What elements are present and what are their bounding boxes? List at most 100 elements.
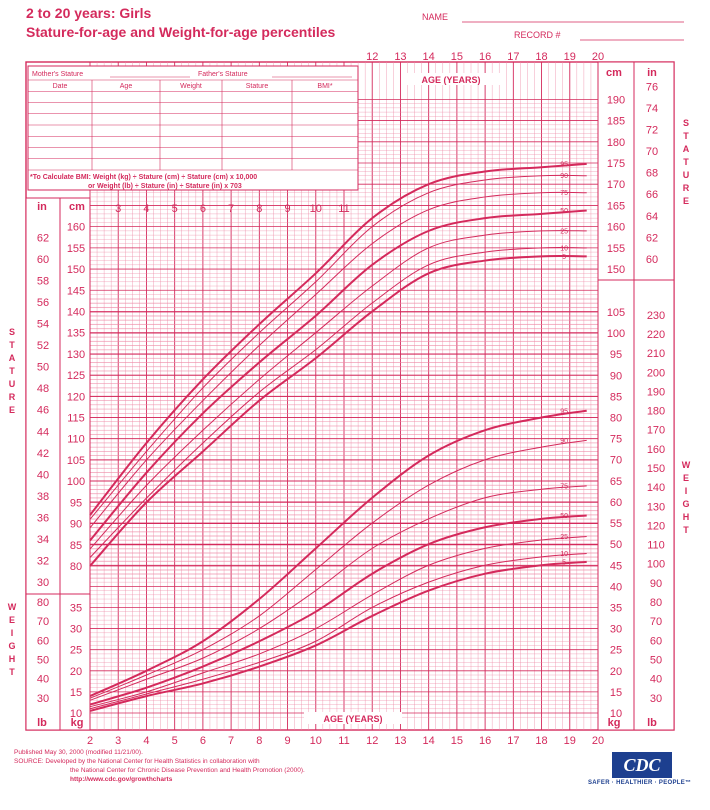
weight-axis-title-right: E [683, 473, 689, 483]
weight-kg-tick-right: 25 [610, 645, 622, 657]
weight-kg-tick-right: 55 [610, 518, 622, 530]
x-tick-label-top: 20 [592, 51, 604, 63]
weight-axis-title-right: T [683, 525, 689, 535]
x-tick-label-bottom: 18 [535, 735, 547, 747]
stature-in-tick-right: 74 [646, 103, 658, 115]
x-tick-label-bottom: 17 [507, 735, 519, 747]
stature-percentile-label-p5: 5 [562, 254, 566, 261]
stature-cm-tick-right: 165 [607, 200, 625, 212]
stature-cm-tick-left: 90 [70, 519, 82, 531]
weight-percentile-curve-p90 [89, 439, 587, 699]
stature-cm-tick-right: 160 [607, 222, 625, 234]
stature-cm-tick-left: 105 [67, 455, 85, 467]
weight-axis-title-left: W [8, 602, 17, 612]
weight-axis-title-right: G [682, 499, 689, 509]
weight-kg-tick-right: 30 [610, 624, 622, 636]
weight-kg-tick-left: 15 [70, 687, 82, 699]
stature-in-tick-left: 38 [37, 491, 49, 503]
x-tick-label-bottom: 19 [564, 735, 576, 747]
weight-percentile-label-p10: 10 [560, 551, 568, 558]
weight-kg-tick-right: 50 [610, 539, 622, 551]
weight-kg-tick-left: 10 [70, 708, 82, 720]
stature-axis-title-left: R [9, 392, 16, 402]
weight-kg-tick-right: 10 [610, 708, 622, 720]
stature-in-tick-left: 40 [37, 469, 49, 481]
weight-kg-tick-left: 25 [70, 645, 82, 657]
weight-axis-title-left: E [9, 615, 15, 625]
unit-label-lb-right: lb [647, 717, 657, 729]
footer-source: SOURCE: Developed by the National Center… [14, 758, 260, 765]
x-tick-label-mid: 6 [200, 203, 206, 215]
weight-lb-tick-right: 150 [647, 463, 665, 475]
weight-percentile-curve-p5 [89, 560, 587, 712]
stature-cm-tick-left: 150 [67, 264, 85, 276]
stature-in-tick-right: 68 [646, 168, 658, 180]
weight-lb-tick-right: 140 [647, 482, 665, 494]
unit-label-kg-right: kg [608, 717, 621, 729]
weight-kg-tick-right: 75 [610, 434, 622, 446]
stature-cm-tick-left: 110 [67, 434, 85, 446]
stature-in-tick-right: 64 [646, 211, 658, 223]
stature-axis-title-right: T [683, 157, 689, 167]
x-tick-label-bottom: 12 [366, 735, 378, 747]
record-table-columns: Date Age Weight Stature BMI* [28, 79, 358, 171]
weight-lb-tick-left: 30 [37, 693, 49, 705]
weight-kg-tick-right: 40 [610, 581, 622, 593]
weight-lb-tick-right: 180 [647, 406, 665, 418]
stature-in-tick-left: 44 [37, 426, 49, 438]
weight-lb-tick-right: 170 [647, 425, 665, 437]
footer-url[interactable]: http://www.cdc.gov/growthcharts [70, 776, 173, 783]
x-tick-label-mid: 4 [143, 203, 149, 215]
weight-axis-title-left: T [9, 667, 15, 677]
x-tick-label-mid: 9 [284, 203, 290, 215]
weight-lb-tick-right: 190 [647, 386, 665, 398]
weight-lb-tick-right: 60 [650, 635, 662, 647]
unit-label-in-right: in [647, 67, 657, 79]
weight-kg-tick-left: 20 [70, 666, 82, 678]
weight-kg-tick-right: 45 [610, 560, 622, 572]
weight-lb-tick-right: 40 [650, 674, 662, 686]
unit-label-cm-left: cm [69, 201, 85, 213]
right-axis-panel [597, 61, 675, 731]
weight-kg-tick-right: 60 [610, 497, 622, 509]
stature-cm-tick-left: 100 [67, 476, 85, 488]
x-tick-label-bottom: 5 [172, 735, 178, 747]
stature-in-tick-right: 70 [646, 146, 658, 158]
fathers-stature-label: Father's Stature [198, 71, 248, 78]
stature-cm-tick-left: 130 [67, 349, 85, 361]
stature-percentile-curve-p90 [89, 174, 587, 520]
weight-axis-title-right: I [685, 486, 688, 496]
stature-in-tick-right: 72 [646, 125, 658, 137]
x-tick-label-mid: 11 [338, 203, 349, 215]
stature-percentile-curve-p50 [89, 209, 587, 542]
stature-cm-tick-left: 120 [67, 391, 85, 403]
cdc-logo: CDC [612, 752, 672, 778]
stature-percentile-curve-p75 [89, 191, 587, 529]
stature-cm-tick-right: 175 [607, 158, 625, 170]
weight-percentile-curve-p10 [89, 552, 587, 710]
stature-cm-tick-right: 155 [607, 243, 625, 255]
stature-cm-tick-left: 115 [67, 413, 85, 425]
weight-axis-title-right: H [683, 512, 690, 522]
stature-cm-tick-right: 185 [607, 116, 625, 128]
stature-percentile-label-p50: 50 [560, 208, 568, 215]
stature-in-tick-left: 48 [37, 383, 49, 395]
weight-lb-tick-right: 50 [650, 654, 662, 666]
stature-in-tick-left: 36 [37, 512, 49, 524]
x-tick-label-bottom: 3 [115, 735, 121, 747]
weight-axis-title-left: G [8, 641, 15, 651]
x-tick-label-mid: 8 [256, 203, 262, 215]
weight-kg-tick-left: 30 [70, 624, 82, 636]
stature-in-tick-left: 46 [37, 405, 49, 417]
stature-in-tick-left: 50 [37, 362, 49, 374]
weight-lb-tick-right: 30 [650, 693, 662, 705]
weight-lb-tick-right: 80 [650, 597, 662, 609]
stature-cm-tick-left: 95 [70, 497, 82, 509]
stature-in-tick-right: 60 [646, 254, 658, 266]
stature-percentile-curve-p25 [89, 230, 587, 550]
x-tick-label-top: 18 [535, 51, 547, 63]
stature-in-tick-right: 66 [646, 189, 658, 201]
